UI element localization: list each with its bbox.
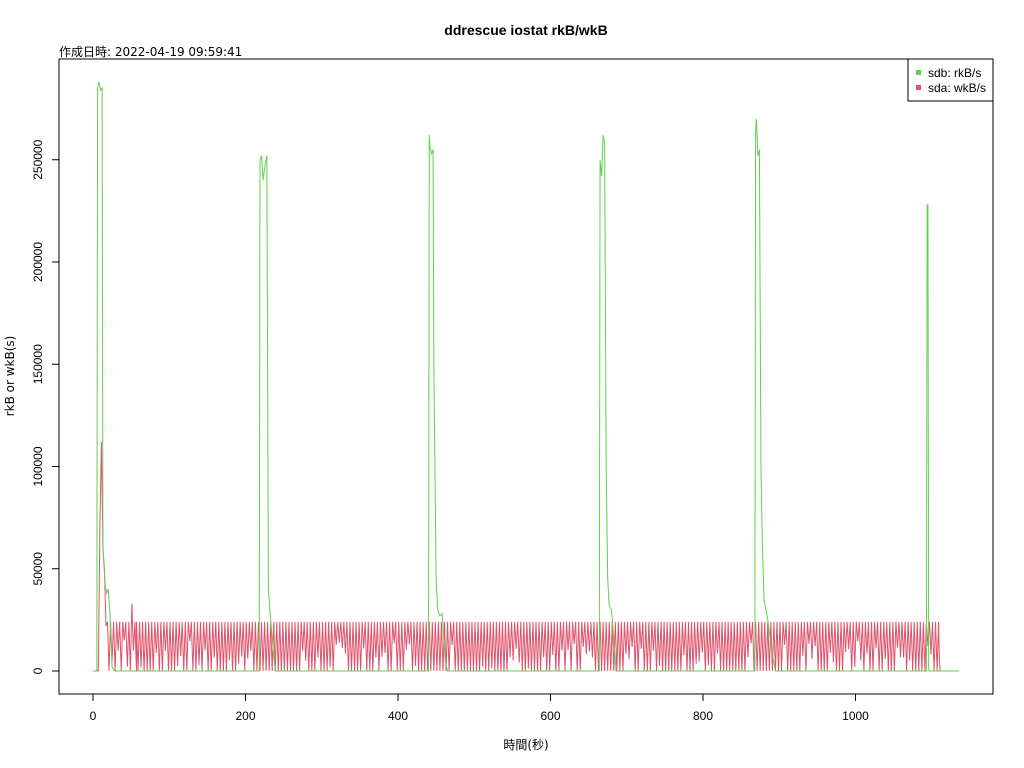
series-sdb-rkb-line [93, 81, 960, 672]
x-tick-label: 600 [540, 709, 560, 723]
x-tick-label: 800 [693, 709, 713, 723]
plot-area [58, 58, 994, 695]
y-tick-label: 100000 [31, 446, 45, 486]
x-axis-label: 時間(秒) [503, 738, 548, 752]
legend-swatch-sdb [916, 70, 921, 75]
y-axis: 0 50000 100000 150000 200000 250000 [31, 139, 60, 674]
y-tick-label: 250000 [31, 139, 45, 179]
y-axis-label: rkB or wkB(s) [3, 336, 17, 417]
legend-label-sdb: sdb: rkB/s [928, 66, 981, 80]
legend-label-sda: sda: wkB/s [928, 81, 986, 95]
chart-title: ddrescue iostat rkB/wkB [444, 22, 607, 38]
legend-swatch-sda [916, 85, 921, 90]
y-tick-label: 150000 [31, 344, 45, 384]
series-sda-wkb-line [93, 441, 960, 672]
y-tick-label: 50000 [31, 552, 45, 586]
x-axis: 0 200 400 600 800 1000 [90, 693, 869, 723]
y-tick-label: 200000 [31, 242, 45, 282]
x-tick-label: 1000 [842, 709, 869, 723]
y-tick-label: 0 [31, 667, 45, 674]
x-tick-label: 0 [90, 709, 97, 723]
legend: sdb: rkB/s sda: wkB/s [907, 58, 994, 102]
chart-subtitle: 作成日時: 2022-04-19 09:59:41 [59, 45, 242, 59]
x-tick-label: 200 [235, 709, 255, 723]
x-tick-label: 400 [388, 709, 408, 723]
plot-frame [58, 58, 994, 695]
legend-box [907, 58, 994, 102]
series-layer [93, 81, 960, 672]
